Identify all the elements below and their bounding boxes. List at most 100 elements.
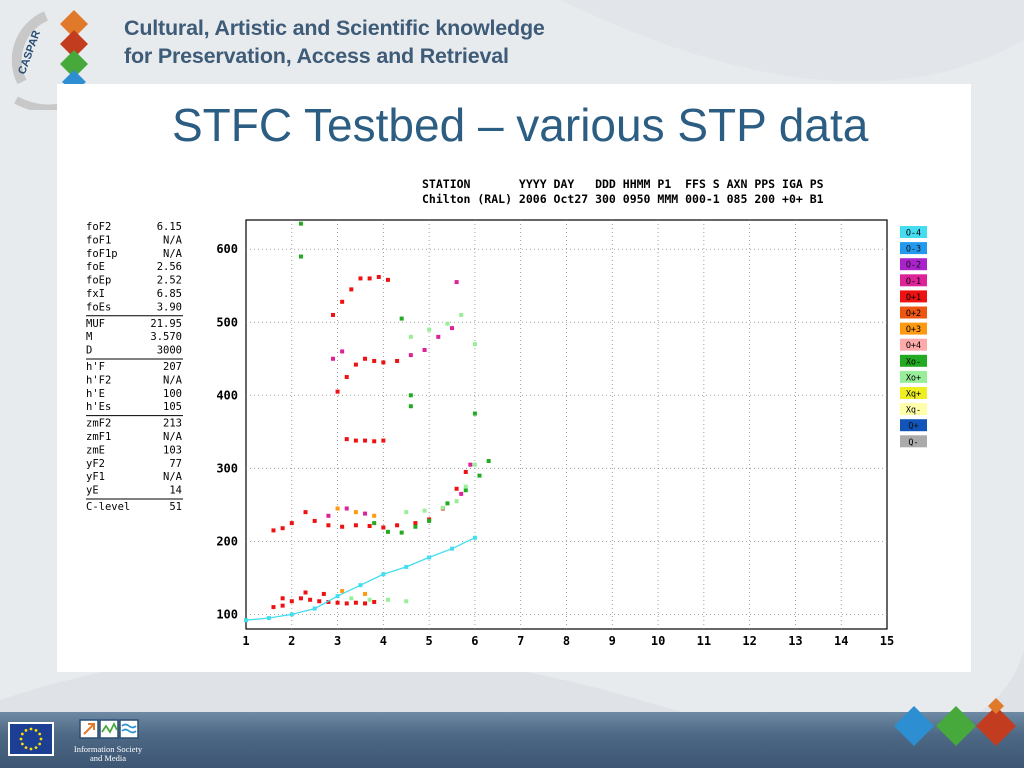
legend-swatch xyxy=(900,419,927,432)
legend-label: Xo- xyxy=(906,357,921,367)
footer: Information Society and Media xyxy=(0,712,1024,768)
param-value: 6.85 xyxy=(157,288,182,300)
data-point xyxy=(330,312,335,317)
data-point xyxy=(367,524,372,529)
legend-item: Q+ xyxy=(900,419,927,432)
param-name: foF1p xyxy=(86,248,118,260)
data-point xyxy=(363,601,368,606)
data-point xyxy=(440,505,445,510)
legend-swatch xyxy=(900,242,927,255)
param-value: 2.52 xyxy=(157,275,182,287)
data-point xyxy=(408,353,413,358)
data-point xyxy=(427,555,432,560)
y-tick-label: 400 xyxy=(216,388,238,402)
legend-label: Q+ xyxy=(908,422,918,432)
y-tick-label: 300 xyxy=(216,461,238,475)
data-point xyxy=(363,356,368,361)
data-point xyxy=(454,499,459,504)
station-values: Chilton (RAL) 2006 Oct27 300 0950 MMM 00… xyxy=(422,192,824,206)
x-tick-label: 15 xyxy=(880,634,894,648)
data-point xyxy=(381,525,386,530)
data-point xyxy=(472,535,477,540)
param-name: yF1 xyxy=(86,471,105,483)
data-point xyxy=(289,599,294,604)
legend-label: O-4 xyxy=(906,229,921,239)
slide-title: STFC Testbed – various STP data xyxy=(172,99,869,151)
data-point xyxy=(472,462,477,467)
data-point xyxy=(459,491,464,496)
data-point xyxy=(463,484,468,489)
data-point xyxy=(271,528,276,533)
param-name: zmF1 xyxy=(86,431,111,443)
param-name: foF1 xyxy=(86,234,111,246)
data-point xyxy=(381,360,386,365)
x-tick-label: 1 xyxy=(242,634,249,648)
x-tick-label: 13 xyxy=(788,634,802,648)
data-point xyxy=(454,486,459,491)
y-tick-label: 600 xyxy=(216,242,238,256)
data-point xyxy=(450,326,455,331)
eu-star-icon xyxy=(34,746,38,750)
legend-item: O-3 xyxy=(900,242,927,255)
data-point xyxy=(353,510,358,515)
x-tick-label: 3 xyxy=(334,634,341,648)
x-tick-label: 5 xyxy=(426,634,433,648)
eu-star-icon xyxy=(24,728,28,732)
data-point xyxy=(353,523,358,528)
param-value: N/A xyxy=(163,234,183,246)
eu-star-icon xyxy=(39,737,43,741)
data-point xyxy=(344,601,349,606)
data-point xyxy=(289,612,294,617)
param-name: MUF xyxy=(86,318,105,330)
data-point xyxy=(413,521,418,526)
data-point xyxy=(445,501,450,506)
data-point xyxy=(395,358,400,363)
series-o-3 xyxy=(335,506,377,596)
legend-swatch xyxy=(900,370,927,383)
x-tick-label: 7 xyxy=(517,634,524,648)
data-point xyxy=(303,510,308,515)
x-tick-label: 11 xyxy=(697,634,711,648)
data-point xyxy=(340,524,345,529)
data-point xyxy=(408,334,413,339)
data-point xyxy=(335,389,340,394)
data-point xyxy=(353,600,358,605)
data-point xyxy=(244,618,248,623)
eu-star-icon xyxy=(20,732,24,736)
header-title: Cultural, Artistic and Scientific knowle… xyxy=(124,14,545,70)
data-point xyxy=(427,518,432,523)
param-value: N/A xyxy=(163,471,183,483)
param-value: N/A xyxy=(163,248,183,260)
data-point xyxy=(344,437,349,442)
y-tick-label: 100 xyxy=(216,607,238,621)
legend-item: O-2 xyxy=(900,258,927,271)
param-value: 77 xyxy=(169,458,182,470)
data-point xyxy=(289,521,294,526)
legend-item: O-4 xyxy=(900,226,927,239)
data-point xyxy=(312,606,317,611)
param-name: h'Es xyxy=(86,401,111,413)
param-value: 14 xyxy=(169,485,182,497)
eu-star-icon xyxy=(34,728,38,732)
legend-label: Q- xyxy=(908,438,918,448)
data-point xyxy=(472,342,477,347)
data-point xyxy=(477,473,482,478)
data-point xyxy=(445,321,450,326)
x-tick-label: 4 xyxy=(380,634,387,648)
data-point xyxy=(399,316,404,321)
param-value: 3.90 xyxy=(157,301,182,313)
legend-swatch xyxy=(900,322,927,335)
param-value: 103 xyxy=(163,444,182,456)
param-value: 3.570 xyxy=(150,331,182,343)
param-value: 213 xyxy=(163,418,182,430)
x-tick-label: 10 xyxy=(651,634,665,648)
param-value: 3000 xyxy=(157,345,182,357)
data-point xyxy=(459,312,464,317)
legend-item: Xq- xyxy=(900,403,927,416)
legend-label: Xq+ xyxy=(906,390,921,400)
data-point xyxy=(422,348,427,353)
data-point xyxy=(298,596,303,601)
data-point xyxy=(468,462,473,467)
eu-star-icon xyxy=(19,737,23,741)
legend-swatch xyxy=(900,338,927,351)
